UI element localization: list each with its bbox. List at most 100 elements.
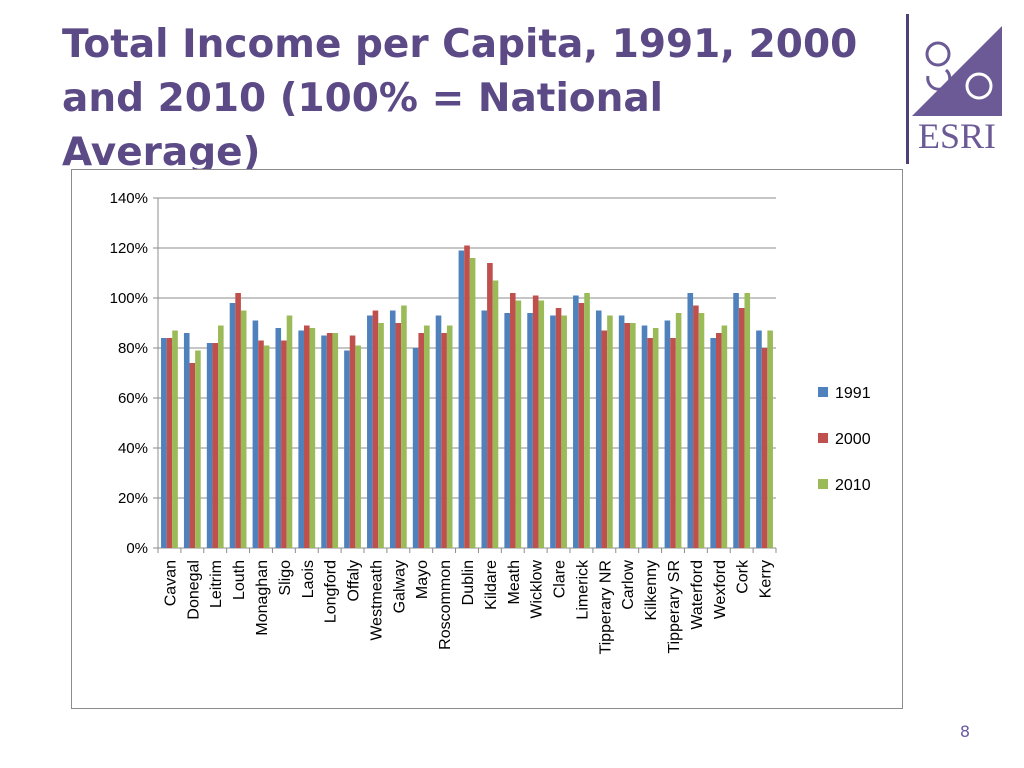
title-line-1: Total Income per Capita, 1991, 2000 bbox=[62, 22, 858, 67]
bar-1991-kildare bbox=[481, 310, 488, 548]
legend-label-1991: 1991 bbox=[835, 385, 871, 402]
bar-2010-monaghan bbox=[263, 345, 270, 548]
bar-2010-cork bbox=[744, 293, 751, 548]
bar-1991-westmeath bbox=[367, 315, 373, 548]
bar-1991-laois bbox=[298, 330, 304, 548]
x-tick-label: Kerry bbox=[758, 560, 775, 598]
x-tick-label: Sligo bbox=[277, 560, 294, 596]
bar-2010-clare bbox=[561, 315, 567, 548]
y-tick-label: 40% bbox=[118, 440, 148, 457]
x-tick-label: Roscommon bbox=[437, 560, 454, 650]
bar-2010-dublin bbox=[469, 258, 476, 548]
bar-1991-meath bbox=[504, 313, 510, 548]
bar-2000-tipperary-nr bbox=[601, 330, 608, 548]
y-tick-label: 100% bbox=[110, 290, 148, 307]
bar-2010-cavan bbox=[172, 330, 178, 548]
x-tick-label: Carlow bbox=[620, 560, 637, 610]
bar-2010-tipperary-nr bbox=[607, 315, 613, 548]
y-tick-label: 0% bbox=[126, 540, 148, 557]
x-tick-label: Limerick bbox=[574, 559, 591, 620]
x-tick-label: Laois bbox=[300, 560, 317, 598]
bar-1991-wicklow bbox=[527, 313, 533, 548]
bar-2010-mayo bbox=[424, 325, 430, 548]
slide-title: Total Income per Capita, 1991, 2000 and … bbox=[62, 18, 862, 180]
bar-2000-kilkenny bbox=[647, 338, 653, 548]
bar-2000-tipperary-sr bbox=[670, 338, 676, 548]
x-tick-label: Clare bbox=[552, 560, 569, 598]
bar-2000-kildare bbox=[487, 263, 493, 548]
bar-2010-wicklow bbox=[538, 300, 545, 548]
bar-1991-sligo bbox=[275, 328, 282, 548]
legend-swatch-1991 bbox=[818, 387, 828, 397]
logo-triangle bbox=[912, 26, 1002, 116]
y-tick-label: 120% bbox=[110, 240, 148, 257]
bar-1991-waterford bbox=[687, 293, 694, 548]
y-tick-label: 60% bbox=[118, 390, 148, 407]
bar-2000-carlow bbox=[624, 323, 631, 548]
logo-circle-top bbox=[925, 41, 951, 67]
bar-1991-donegal bbox=[183, 333, 190, 548]
bar-2010-westmeath bbox=[378, 323, 384, 548]
legend-label-2010: 2010 bbox=[835, 477, 871, 494]
bar-2010-kildare bbox=[492, 280, 499, 548]
x-tick-label: Mayo bbox=[414, 560, 431, 599]
bar-2000-longford bbox=[326, 333, 333, 548]
x-tick-label: Wicklow bbox=[529, 560, 546, 619]
bar-2000-cavan bbox=[166, 338, 173, 548]
bar-2010-meath bbox=[515, 300, 522, 548]
x-tick-label: Kildare bbox=[483, 560, 500, 610]
x-tick-label: Wexford bbox=[712, 560, 729, 619]
bar-2010-limerick bbox=[584, 293, 590, 548]
bar-2010-offaly bbox=[355, 345, 361, 548]
bar-2010-carlow bbox=[630, 323, 636, 548]
legend-swatch-2000 bbox=[818, 433, 828, 443]
x-tick-label: Monaghan bbox=[254, 560, 271, 636]
bar-2000-westmeath bbox=[372, 310, 379, 548]
bar-2000-kerry bbox=[761, 348, 768, 548]
bar-2010-galway bbox=[401, 305, 407, 548]
bar-2000-louth bbox=[235, 293, 241, 548]
bar-1991-galway bbox=[389, 310, 396, 548]
bar-2000-monaghan bbox=[258, 340, 264, 548]
bar-2010-longford bbox=[332, 333, 339, 548]
bar-2000-laois bbox=[303, 325, 310, 548]
bar-2000-clare bbox=[555, 308, 562, 548]
y-tick-label: 80% bbox=[118, 340, 148, 357]
title-line-2: and 2010 (100% = National Average) bbox=[62, 76, 664, 175]
legend-swatch-2010 bbox=[818, 479, 828, 489]
bar-1991-clare bbox=[550, 315, 556, 548]
bar-1991-leitrim bbox=[206, 343, 213, 548]
bar-1991-kilkenny bbox=[641, 325, 648, 548]
bar-1991-kerry bbox=[756, 330, 762, 548]
bar-1991-tipperary-sr bbox=[664, 320, 671, 548]
bar-1991-longford bbox=[321, 335, 327, 548]
bar-2010-leitrim bbox=[218, 325, 224, 548]
logo-circle-inner bbox=[965, 72, 993, 100]
bar-1991-monaghan bbox=[252, 320, 259, 548]
bar-2000-galway bbox=[395, 323, 402, 548]
bar-2000-roscommon bbox=[441, 333, 447, 548]
x-tick-label: Galway bbox=[391, 560, 408, 613]
bar-2000-leitrim bbox=[212, 343, 219, 548]
bar-2000-mayo bbox=[418, 333, 425, 548]
x-tick-label: Tipperary SR bbox=[666, 560, 683, 654]
bar-2010-wexford bbox=[721, 325, 728, 548]
bar-1991-cork bbox=[733, 293, 739, 548]
bar-2000-limerick bbox=[578, 303, 585, 548]
x-tick-label: Donegal bbox=[185, 560, 202, 620]
bar-2010-waterford bbox=[698, 313, 705, 548]
bar-2000-dublin bbox=[464, 245, 470, 548]
bar-1991-wexford bbox=[710, 338, 716, 548]
esri-logo: ESRI bbox=[912, 26, 1002, 156]
bar-2010-donegal bbox=[195, 350, 201, 548]
bar-2010-sligo bbox=[286, 315, 293, 548]
x-tick-label: Cavan bbox=[162, 560, 179, 606]
bar-chart: 0% 20% 40% 60% 80% 100% 120% 140% Cavan Donegal Le… bbox=[110, 190, 871, 655]
bar-2010-tipperary-sr bbox=[675, 313, 682, 548]
bar-1991-carlow bbox=[618, 315, 625, 548]
bar-1991-cavan bbox=[161, 338, 167, 548]
bar-2000-meath bbox=[509, 293, 516, 548]
legend-label-2000: 2000 bbox=[835, 431, 871, 448]
bar-2010-roscommon bbox=[446, 325, 453, 548]
bar-2010-laois bbox=[309, 328, 316, 548]
